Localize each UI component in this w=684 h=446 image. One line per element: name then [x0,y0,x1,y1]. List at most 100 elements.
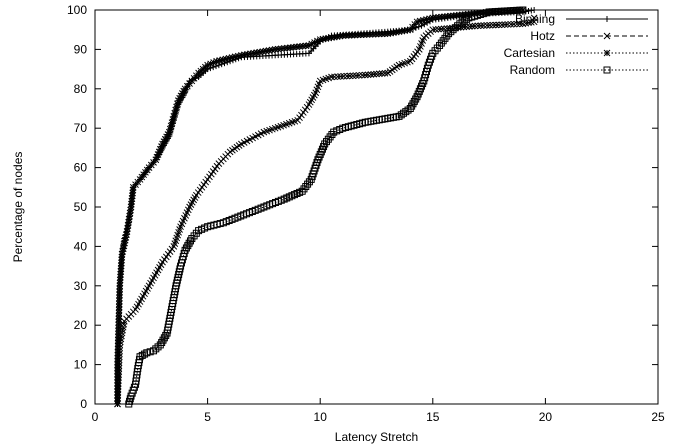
data-point [116,288,123,296]
data-point [173,103,180,111]
y-tick-label: 80 [74,82,88,96]
data-point [449,26,457,34]
data-point [321,140,329,148]
data-point [342,32,350,39]
data-point [331,73,338,81]
series-line [117,9,535,404]
data-point [412,95,420,103]
data-point [486,21,494,29]
data-point [530,14,538,22]
data-point [378,70,386,77]
data-point [298,187,306,195]
data-point [501,21,509,28]
data-point [466,23,473,30]
data-point [510,20,518,28]
data-point [435,25,442,33]
data-point [418,22,425,29]
data-point [304,180,312,188]
data-point [114,352,122,359]
x-axis-title: Latency Stretch [335,430,418,444]
data-point [177,92,185,100]
data-point [531,7,538,13]
x-tick-label: 5 [204,410,211,424]
data-point [443,32,451,40]
legend-marker-icon [603,49,611,57]
y-tick-label: 60 [74,161,88,175]
legend-label: Hotz [530,29,555,43]
data-point [345,31,353,39]
y-tick-label: 0 [80,397,87,411]
data-point [381,69,389,77]
data-point [437,25,445,33]
data-point [519,6,527,14]
data-point [323,138,331,146]
series-binning [114,7,538,407]
data-point [162,331,170,339]
data-point [115,324,122,332]
legend-marker-icon [604,16,610,22]
data-point [114,358,121,365]
data-point [370,70,378,78]
data-point [498,21,506,29]
data-point [513,20,521,28]
data-point [483,22,491,29]
data-point [364,71,372,79]
x-tick-label: 0 [92,410,99,424]
data-point [495,21,503,29]
y-tick-label: 20 [74,318,88,332]
data-point [451,24,459,32]
data-point [324,135,332,143]
y-tick-label: 100 [67,3,87,17]
data-point [463,15,471,23]
data-point [213,63,220,70]
data-point [150,347,158,355]
y-axis-title: Percentage of nodes [11,152,25,263]
y-tick-label: 50 [74,200,88,214]
data-point [115,321,122,329]
data-point [116,285,124,293]
data-point [507,20,515,28]
data-point [328,73,335,81]
legend-label: Binning [515,12,555,26]
data-point [114,379,121,387]
data-point [337,73,345,80]
y-tick-label: 10 [74,358,88,372]
y-tick-label: 30 [74,279,88,293]
axis-ticks: 0 10 20 30 40 50 60 70 80 90 100 0 5 10 15 20 25 [67,3,665,424]
y-tick-label: 90 [74,42,88,56]
data-point [328,131,336,139]
y-tick-label: 40 [74,239,88,253]
data-point [349,72,357,80]
data-point [375,30,383,38]
series-random [125,6,527,408]
data-point [115,297,123,305]
data-point [116,294,123,302]
legend-marker-icon [603,66,611,74]
legend-marker-icon [603,32,611,40]
data-point [326,133,334,141]
x-tick-label: 10 [314,410,328,424]
series-layer [114,6,538,408]
data-point [492,21,500,29]
data-point [489,21,497,29]
legend-label: Cartesian [504,46,555,60]
data-point [516,20,524,28]
y-tick-label: 70 [74,121,88,135]
data-point [373,70,380,78]
x-tick-label: 15 [426,410,440,424]
data-point [114,361,121,368]
data-point [474,22,482,30]
data-point [352,72,360,79]
x-tick-label: 25 [651,410,665,424]
data-point [367,71,375,78]
data-point [404,106,412,114]
legend-label: Random [510,63,555,77]
data-point [429,26,437,34]
data-point [432,26,439,33]
data-point [302,183,310,191]
data-point [375,70,383,78]
data-point [477,22,485,29]
data-point [436,41,444,49]
data-point [441,34,449,42]
